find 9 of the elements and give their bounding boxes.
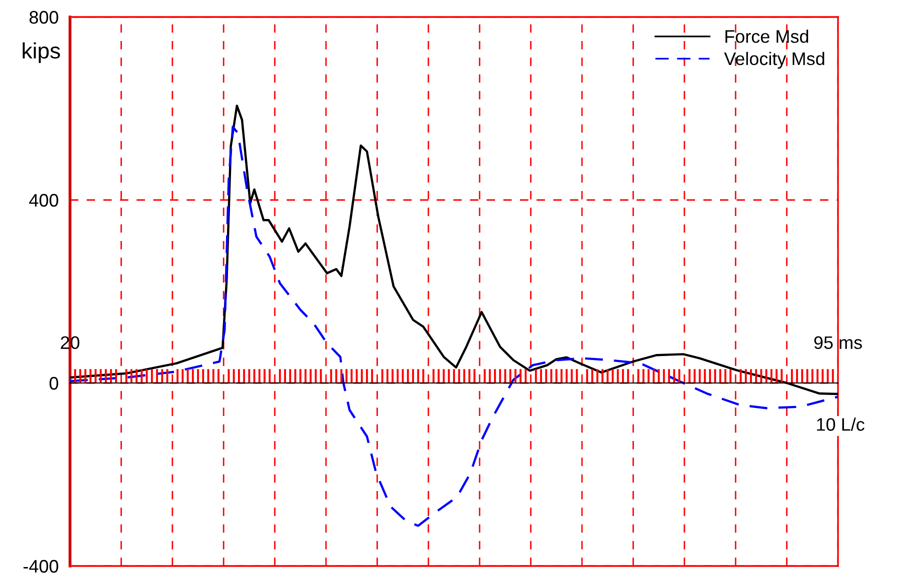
legend-label: Force Msd [725,30,808,43]
legend-label: Velocity Msd [724,52,824,69]
y-tick-label: 0 [50,376,58,390]
y-tick-label: 400 [29,194,58,207]
y-tick-label: 800 [30,10,58,24]
y-tick-label: -400 [24,560,58,573]
x-tick-label: 95 ms [814,336,862,350]
annotation: 10 L/c [817,418,864,431]
y-axis-title: kips [22,42,60,64]
